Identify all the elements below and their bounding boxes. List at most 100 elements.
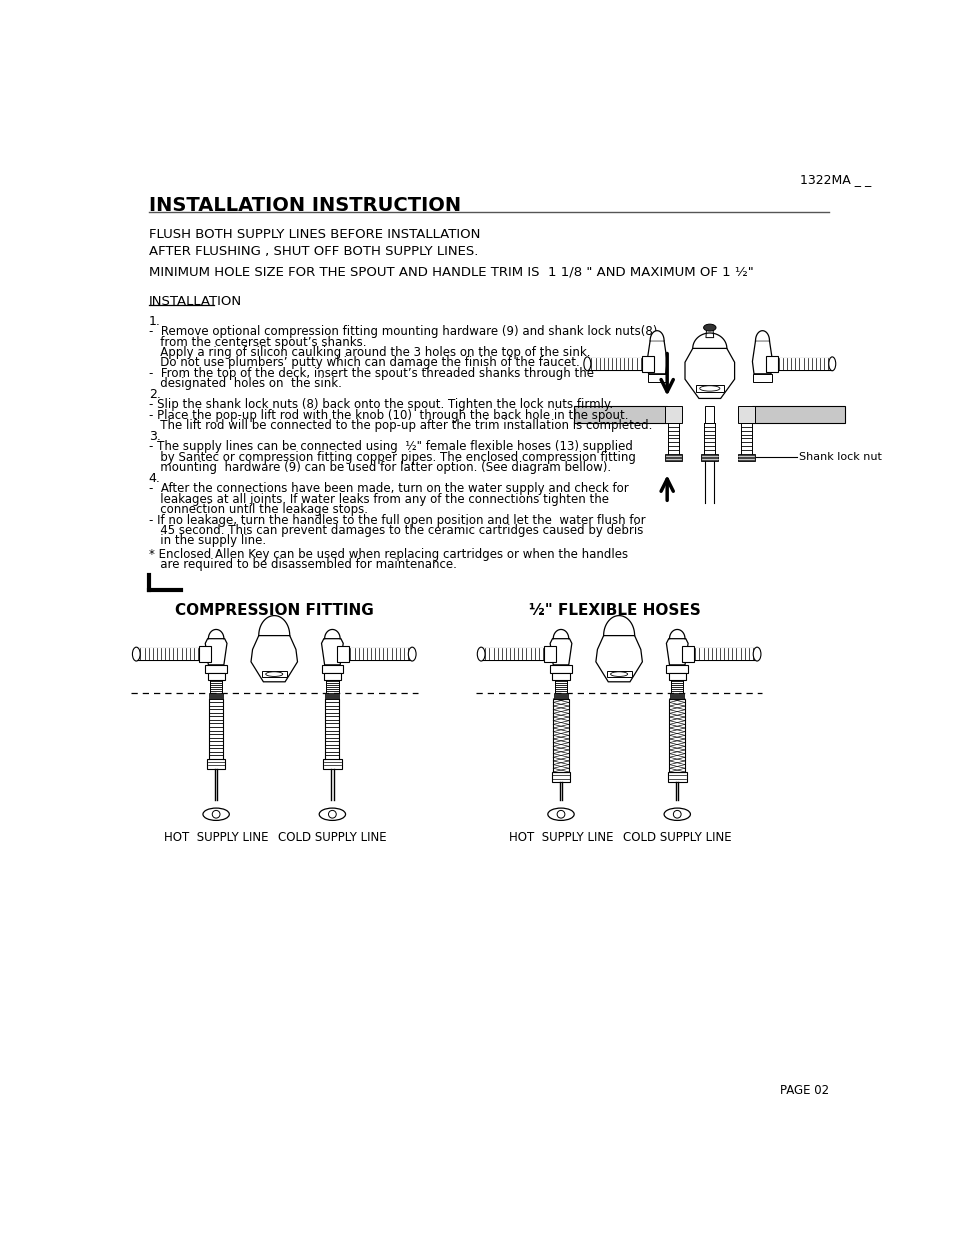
Polygon shape xyxy=(325,693,339,699)
Ellipse shape xyxy=(753,647,760,661)
Text: 1322MA _ _: 1322MA _ _ xyxy=(799,173,870,185)
Polygon shape xyxy=(321,664,343,673)
Text: HOT  SUPPLY LINE: HOT SUPPLY LINE xyxy=(508,831,613,845)
Ellipse shape xyxy=(828,357,835,370)
Polygon shape xyxy=(323,673,340,679)
Text: 2.: 2. xyxy=(149,388,160,400)
Polygon shape xyxy=(480,648,546,661)
Polygon shape xyxy=(704,406,714,424)
Polygon shape xyxy=(603,615,634,636)
Polygon shape xyxy=(323,758,341,769)
Polygon shape xyxy=(324,630,340,638)
Ellipse shape xyxy=(408,647,416,661)
Circle shape xyxy=(328,810,335,818)
Text: 1.: 1. xyxy=(149,315,160,327)
Text: - If no leakage, turn the handles to the full open position and let the  water f: - If no leakage, turn the handles to the… xyxy=(149,514,644,526)
Polygon shape xyxy=(261,671,286,677)
Polygon shape xyxy=(207,758,225,769)
Text: 3.: 3. xyxy=(149,430,160,442)
Text: -  After the connections have been made, turn on the water supply and check for: - After the connections have been made, … xyxy=(149,483,628,495)
Text: INSTALLATION INSTRUCTION: INSTALLATION INSTRUCTION xyxy=(149,196,460,215)
Text: connection until the leakage stops.: connection until the leakage stops. xyxy=(149,503,367,516)
Text: Shank lock nut: Shank lock nut xyxy=(798,452,881,462)
Bar xyxy=(553,699,568,772)
Ellipse shape xyxy=(663,808,690,820)
Text: 4.: 4. xyxy=(149,472,160,484)
Polygon shape xyxy=(587,358,644,370)
Ellipse shape xyxy=(203,808,229,820)
Text: by Santec or compression fitting copper pipes. The enclosed compression fitting: by Santec or compression fitting copper … xyxy=(149,451,635,464)
Polygon shape xyxy=(258,615,290,636)
Bar xyxy=(669,699,684,772)
Polygon shape xyxy=(554,693,567,699)
Text: - Place the pop-up lift rod with the knob (10)  through the back hole in the spo: - Place the pop-up lift rod with the kno… xyxy=(149,409,627,422)
Polygon shape xyxy=(336,646,349,662)
Polygon shape xyxy=(755,331,769,341)
Polygon shape xyxy=(695,384,723,393)
Polygon shape xyxy=(666,664,687,673)
Polygon shape xyxy=(209,693,223,699)
Text: MINIMUM HOLE SIZE FOR THE SPOUT AND HANDLE TRIM IS  1 1/8 " AND MAXIMUM OF 1 ½": MINIMUM HOLE SIZE FOR THE SPOUT AND HAND… xyxy=(149,266,753,278)
Text: PAGE 02: PAGE 02 xyxy=(780,1084,828,1097)
Polygon shape xyxy=(668,673,685,679)
Polygon shape xyxy=(681,646,694,662)
Text: are required to be disassembled for maintenance.: are required to be disassembled for main… xyxy=(149,558,456,572)
Ellipse shape xyxy=(476,647,484,661)
Text: 45 second. This can prevent damages to the ceramic cartridges caused by debris: 45 second. This can prevent damages to t… xyxy=(149,524,642,537)
Polygon shape xyxy=(205,664,227,673)
Text: -  Remove optional compression fitting mounting hardware (9) and shank lock nuts: - Remove optional compression fitting mo… xyxy=(149,325,657,338)
Circle shape xyxy=(212,810,220,818)
Polygon shape xyxy=(596,636,641,682)
Ellipse shape xyxy=(699,385,720,391)
Polygon shape xyxy=(321,638,343,664)
Polygon shape xyxy=(208,673,224,679)
Polygon shape xyxy=(553,630,568,638)
Polygon shape xyxy=(649,331,663,341)
Polygon shape xyxy=(551,772,570,782)
Polygon shape xyxy=(705,327,713,337)
Polygon shape xyxy=(199,646,212,662)
Polygon shape xyxy=(669,630,684,638)
Circle shape xyxy=(557,810,564,818)
Text: from the centerset spout’s shanks.: from the centerset spout’s shanks. xyxy=(149,336,366,348)
Polygon shape xyxy=(737,454,754,461)
Polygon shape xyxy=(664,454,681,461)
Text: - The supply lines can be connected using  ½" female flexible hoses (13) supplie: - The supply lines can be connected usin… xyxy=(149,441,632,453)
Text: COLD SUPPLY LINE: COLD SUPPLY LINE xyxy=(277,831,386,845)
Polygon shape xyxy=(606,671,631,677)
Ellipse shape xyxy=(703,324,716,331)
Text: -  From the top of the deck, insert the spout’s threaded shanks through the: - From the top of the deck, insert the s… xyxy=(149,367,593,380)
Polygon shape xyxy=(666,638,687,664)
Text: FLUSH BOTH SUPPLY LINES BEFORE INSTALLATION: FLUSH BOTH SUPPLY LINES BEFORE INSTALLAT… xyxy=(149,228,479,241)
Text: * Enclosed Allen Key can be used when replacing cartridges or when the handles: * Enclosed Allen Key can be used when re… xyxy=(149,548,627,561)
Polygon shape xyxy=(552,673,569,679)
Bar xyxy=(574,406,666,424)
Text: designated  holes on  the sink.: designated holes on the sink. xyxy=(149,377,341,390)
Polygon shape xyxy=(251,636,297,682)
Polygon shape xyxy=(667,772,686,782)
Text: Apply a ring of silicon caulking around the 3 holes on the top of the sink.: Apply a ring of silicon caulking around … xyxy=(149,346,590,359)
Text: Do not use plumbers’ putty which can damage the finish of the faucet.: Do not use plumbers’ putty which can dam… xyxy=(149,357,578,369)
Polygon shape xyxy=(774,358,831,370)
Polygon shape xyxy=(684,348,734,399)
Polygon shape xyxy=(346,648,412,661)
Text: in the supply line.: in the supply line. xyxy=(149,535,266,547)
Ellipse shape xyxy=(583,357,590,370)
Polygon shape xyxy=(765,356,778,372)
Bar xyxy=(664,406,681,424)
Polygon shape xyxy=(205,638,227,664)
Polygon shape xyxy=(646,341,666,374)
Ellipse shape xyxy=(132,647,140,661)
Polygon shape xyxy=(753,374,771,382)
Polygon shape xyxy=(691,648,757,661)
Bar xyxy=(752,406,844,424)
Polygon shape xyxy=(550,664,571,673)
Ellipse shape xyxy=(547,808,574,820)
Text: ½" FLEXIBLE HOSES: ½" FLEXIBLE HOSES xyxy=(529,603,700,618)
Text: - Slip the shank lock nuts (8) back onto the spout. Tighten the lock nuts firmly: - Slip the shank lock nuts (8) back onto… xyxy=(149,399,612,411)
Text: HOT  SUPPLY LINE: HOT SUPPLY LINE xyxy=(164,831,268,845)
Text: AFTER FLUSHING , SHUT OFF BOTH SUPPLY LINES.: AFTER FLUSHING , SHUT OFF BOTH SUPPLY LI… xyxy=(149,246,477,258)
Ellipse shape xyxy=(266,672,282,677)
Text: mounting  hardware (9) can be used for latter option. (See diagram bellow).: mounting hardware (9) can be used for la… xyxy=(149,461,610,474)
Polygon shape xyxy=(641,356,654,372)
